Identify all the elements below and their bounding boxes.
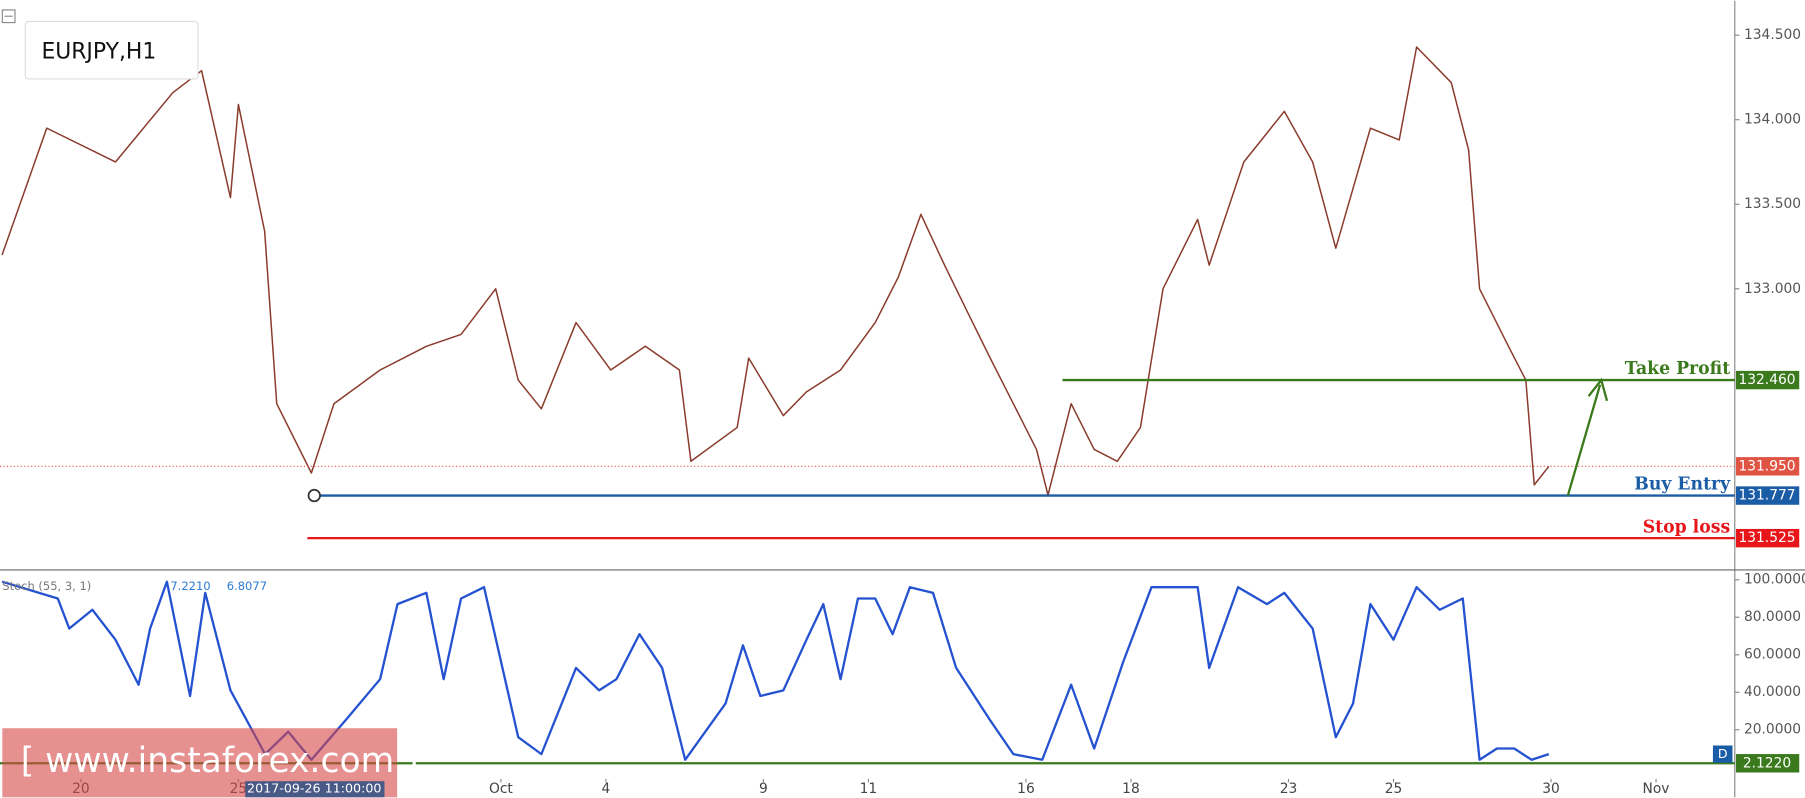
indicator-value: 6.8077 [227,579,267,593]
x-tick-label: 11 [860,781,878,797]
crosshair-box [245,781,385,798]
plot: 133.000 133.500 134.000 134.500 131.950 Take … [0,27,1805,797]
x-tick-label: 23 [1280,781,1298,797]
last-price-label: 131.950 [1738,458,1795,474]
indicator-level-label: 2.1220 [1743,755,1791,771]
symbol-box [24,20,199,80]
level-label: 132.460 [1738,372,1795,388]
x-tick-label: 30 [1542,781,1560,797]
crosshair-label: 2017-09-26 11:00:00 [247,781,381,796]
x-tick-label: 16 [1017,781,1035,797]
indicator-title: Stoch (55, 3, 1) [2,579,91,593]
level-box [1735,370,1800,390]
level-name: Take Profit [1625,359,1730,379]
y-tick-label: 60.0000 [1744,647,1801,663]
indicator-value: 7.2210 [170,579,210,593]
entry-marker [307,488,321,503]
x-tick-label: 4 [602,781,611,797]
level-box [1735,486,1800,505]
chart-title: EURJPY,H1 [41,40,156,65]
x-tick-label: Oct [489,781,513,797]
y-tick-label: 20.0000 [1744,722,1801,738]
level-label: 131.777 [1738,488,1795,504]
series-line [1,46,1550,496]
y-tick-label: 133.500 [1744,196,1801,212]
target-arrow [1566,384,1602,496]
badge: D [1718,746,1728,761]
level-box [1735,528,1800,548]
indicator-level-box [1735,754,1800,773]
last-price-box [1735,457,1800,476]
level-name: Buy Entry [1634,475,1731,495]
x-tick-label: 9 [759,781,768,797]
target-arrow-head [1587,377,1609,402]
x-tick-label: 25 [1385,781,1403,797]
y-tick-label: 80.0000 [1744,609,1801,625]
y-tick-label: 100.0000 [1744,572,1805,588]
level-name: Stop loss [1643,517,1730,537]
collapse-icon[interactable] [1,9,16,24]
y-tick-label: 40.0000 [1744,684,1801,700]
y-tick-label: 134.000 [1744,112,1801,128]
x-tick-label: Nov [1643,781,1670,797]
y-tick-label: 134.500 [1744,27,1801,43]
level-label: 131.525 [1738,530,1795,546]
y-tick-label: 133.000 [1744,281,1801,297]
watermark: [ www.instaforex.com ] [21,741,419,781]
badge-box [1712,745,1733,763]
x-tick-label: 18 [1122,781,1140,797]
